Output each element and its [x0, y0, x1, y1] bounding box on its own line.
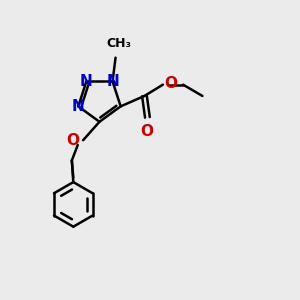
Text: O: O — [164, 76, 177, 91]
Text: CH₃: CH₃ — [106, 37, 131, 50]
Text: N: N — [80, 74, 93, 89]
Text: N: N — [72, 99, 85, 114]
Text: O: O — [67, 133, 80, 148]
Text: N: N — [106, 74, 119, 89]
Text: O: O — [140, 124, 153, 139]
